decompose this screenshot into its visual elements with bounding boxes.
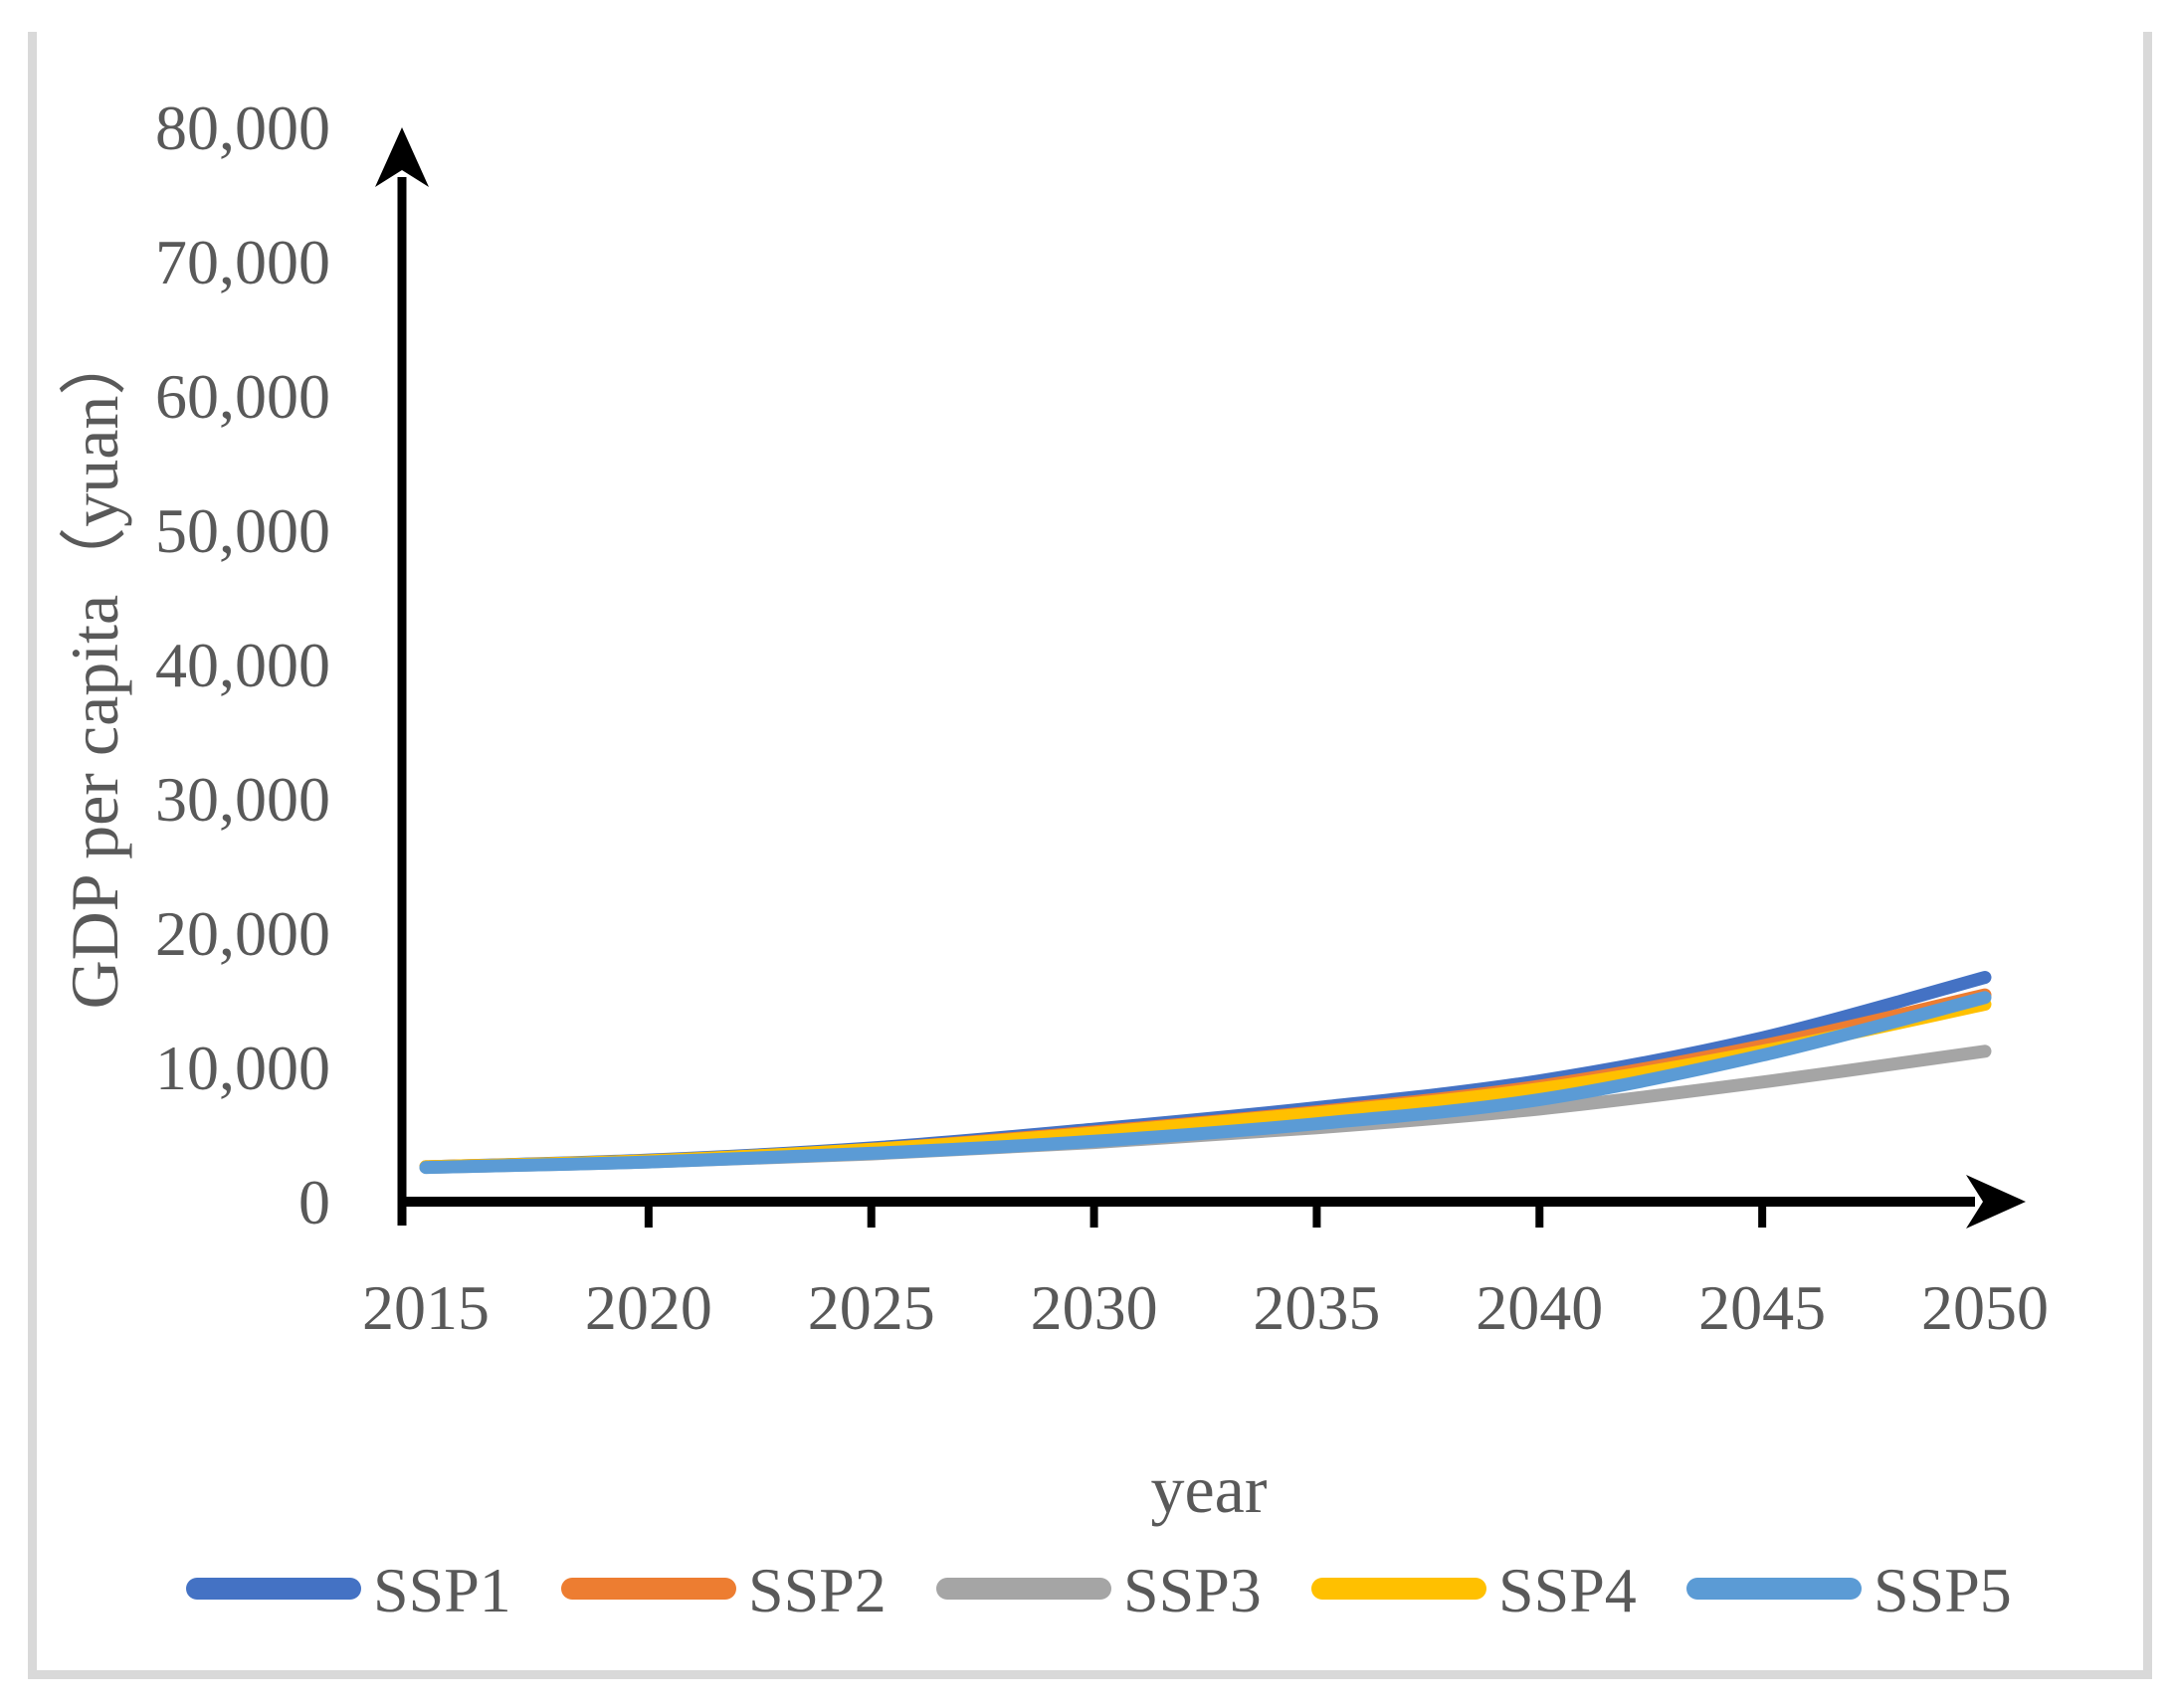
legend: SSP1 SSP2 SSP3 SSP4 SSP5: [186, 1555, 2012, 1625]
x-tick-label: 2035: [1253, 1272, 1380, 1343]
border-right: [2143, 32, 2152, 1679]
border-left: [28, 32, 37, 1679]
legend-label-ssp5: SSP5: [1874, 1555, 2012, 1625]
x-tick-label: 2020: [585, 1272, 712, 1343]
series-line-ssp3: [419, 1044, 1992, 1175]
legend-label-ssp3: SSP3: [1123, 1555, 1262, 1625]
axes: [375, 127, 2026, 1229]
axis-ticks: [644, 1202, 1767, 1228]
x-tick-label: 2050: [1921, 1272, 2049, 1343]
x-tick-label: 2025: [808, 1272, 935, 1343]
legend-label-ssp2: SSP2: [748, 1555, 887, 1625]
legend-item-ssp3: SSP3: [936, 1555, 1262, 1625]
y-axis-title: GDP per capita（yuan）: [57, 328, 132, 1010]
x-tick-label: 2040: [1476, 1272, 1603, 1343]
legend-item-ssp2: SSP2: [561, 1555, 887, 1625]
x-tick-label: 2015: [362, 1272, 490, 1343]
y-tick-label: 20,000: [155, 898, 330, 969]
y-tick-label: 40,000: [155, 630, 330, 700]
legend-item-ssp4: SSP4: [1311, 1555, 1637, 1625]
x-axis-title: year: [1150, 1451, 1267, 1527]
legend-item-ssp5: SSP5: [1686, 1555, 2012, 1625]
legend-label-ssp4: SSP4: [1498, 1555, 1637, 1625]
figure-border: [28, 32, 2152, 1679]
legend-label-ssp1: SSP1: [373, 1555, 511, 1625]
series-line-ssp5: [419, 991, 1992, 1175]
y-axis-arrow-icon: [375, 127, 429, 187]
y-tick-label: 0: [298, 1167, 330, 1237]
y-tick-label: 50,000: [155, 495, 330, 566]
y-tick-label: 80,000: [155, 93, 330, 163]
x-axis-arrow-icon: [1966, 1175, 2026, 1229]
x-tick-label: 2030: [1031, 1272, 1158, 1343]
axis-tick-labels: 0 10,000 20,000 30,000 40,000 50,000 60,000 70,…: [155, 93, 2049, 1343]
y-tick-label: 30,000: [155, 764, 330, 835]
legend-item-ssp1: SSP1: [186, 1555, 511, 1625]
y-tick-label: 60,000: [155, 361, 330, 432]
plot-series: [419, 971, 1992, 1175]
border-bottom: [28, 1670, 2152, 1679]
y-tick-label: 70,000: [155, 227, 330, 297]
y-tick-label: 10,000: [155, 1033, 330, 1103]
x-tick-label: 2045: [1698, 1272, 1826, 1343]
